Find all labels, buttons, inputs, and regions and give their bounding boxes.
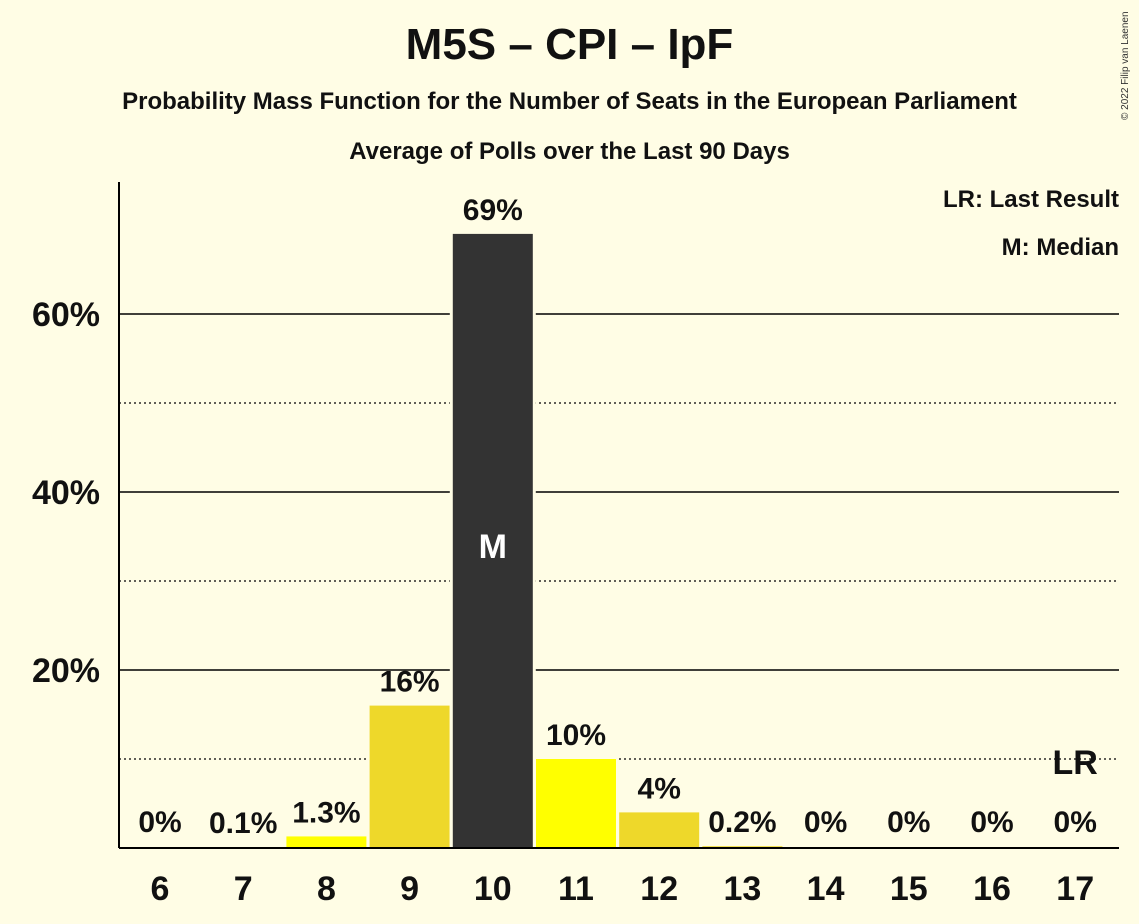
bar-seat-11	[536, 759, 616, 848]
last-result-marker: LR	[1053, 744, 1098, 782]
bar-halo	[200, 844, 287, 848]
value-label: 16%	[380, 666, 440, 699]
y-tick-label: 20%	[32, 652, 100, 690]
value-label: 4%	[638, 772, 681, 805]
x-tick-label: 12	[640, 870, 678, 908]
x-tick-label: 13	[723, 870, 761, 908]
chart-title: M5S – CPI – IpF	[405, 20, 734, 69]
x-tick-label: 8	[317, 870, 336, 908]
value-label: 0.1%	[209, 807, 277, 840]
x-tick-label: 9	[400, 870, 419, 908]
x-tick-label: 14	[807, 870, 845, 908]
value-label: 0%	[138, 806, 181, 839]
x-tick-label: 11	[558, 870, 594, 908]
median-marker: M	[479, 528, 507, 566]
value-label: 0%	[887, 806, 930, 839]
bar-seat-10	[452, 233, 533, 848]
y-tick-label: 60%	[32, 296, 100, 334]
legend-last-result: LR: Last Result	[942, 186, 1119, 213]
bar-halo	[699, 843, 786, 848]
x-tick-label: 7	[234, 870, 253, 908]
chart-subtitle: Probability Mass Function for the Number…	[122, 88, 1017, 115]
value-label: 0%	[804, 806, 847, 839]
bar-seat-9	[369, 705, 450, 848]
bar-seat-8	[286, 836, 367, 848]
value-label: 1.3%	[292, 796, 360, 829]
x-tick-label: 6	[151, 870, 170, 908]
x-tick-label: 15	[890, 870, 928, 908]
value-label: 10%	[546, 719, 606, 752]
bar-seat-12	[619, 812, 700, 848]
value-label: 0.2%	[708, 806, 776, 839]
value-label: 0%	[970, 806, 1013, 839]
y-tick-label: 40%	[32, 474, 100, 512]
x-tick-label: 10	[474, 870, 512, 908]
x-tick-label: 16	[973, 870, 1011, 908]
value-label: 69%	[463, 194, 523, 227]
legend-median: M: Median	[1001, 234, 1119, 261]
x-tick-label: 17	[1056, 870, 1094, 908]
value-label: 0%	[1054, 806, 1097, 839]
chart-subtitle-period: Average of Polls over the Last 90 Days	[349, 138, 790, 165]
